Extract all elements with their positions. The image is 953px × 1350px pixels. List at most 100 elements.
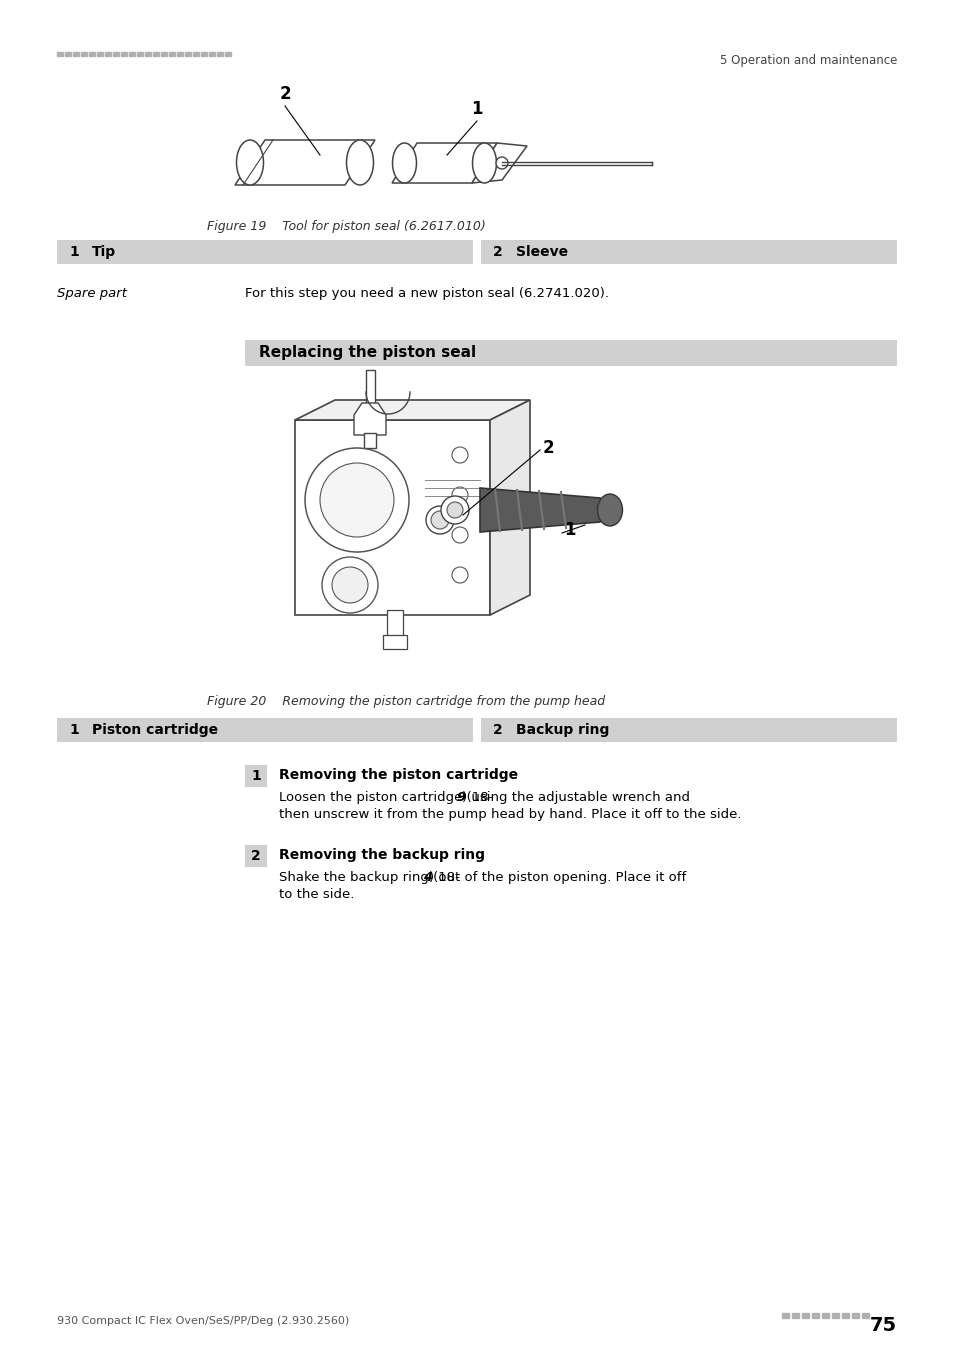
Text: 1: 1 <box>563 521 576 539</box>
Bar <box>97 53 103 55</box>
Text: Spare part: Spare part <box>57 288 127 300</box>
Circle shape <box>332 567 368 603</box>
Bar <box>480 718 896 743</box>
Bar <box>112 53 119 55</box>
Bar <box>145 53 151 55</box>
Bar <box>65 53 71 55</box>
Text: 1: 1 <box>69 724 79 737</box>
Circle shape <box>452 567 468 583</box>
Circle shape <box>305 448 409 552</box>
Bar <box>781 1314 788 1318</box>
Bar <box>480 240 896 265</box>
Bar <box>81 53 87 55</box>
Bar <box>851 1314 858 1318</box>
Text: 1: 1 <box>251 769 260 783</box>
Circle shape <box>452 526 468 543</box>
Bar <box>137 53 143 55</box>
Bar <box>57 240 473 265</box>
Bar <box>73 53 79 55</box>
Bar <box>201 53 207 55</box>
Bar <box>841 1314 848 1318</box>
Bar <box>225 53 231 55</box>
Polygon shape <box>472 143 526 184</box>
Text: 2: 2 <box>493 724 502 737</box>
Text: 9: 9 <box>456 791 465 805</box>
Ellipse shape <box>472 143 496 184</box>
Bar <box>177 53 183 55</box>
Circle shape <box>322 558 377 613</box>
Text: then unscrew it from the pump head by hand. Place it off to the side.: then unscrew it from the pump head by ha… <box>278 809 740 821</box>
Bar <box>152 53 159 55</box>
Text: 5 Operation and maintenance: 5 Operation and maintenance <box>719 54 896 68</box>
Text: ) out of the piston opening. Place it off: ) out of the piston opening. Place it of… <box>429 871 685 884</box>
Ellipse shape <box>496 157 507 169</box>
Bar <box>89 53 95 55</box>
Text: Shake the backup ring (18-: Shake the backup ring (18- <box>278 871 459 884</box>
Text: 2: 2 <box>493 244 502 259</box>
Bar <box>831 1314 838 1318</box>
Circle shape <box>319 463 394 537</box>
Bar <box>862 1314 868 1318</box>
Circle shape <box>431 512 449 529</box>
Bar <box>382 634 407 649</box>
Bar <box>811 1314 818 1318</box>
Bar <box>245 765 267 787</box>
Polygon shape <box>392 143 497 184</box>
Bar <box>193 53 199 55</box>
Text: 2: 2 <box>251 849 260 863</box>
Bar <box>57 53 63 55</box>
Text: Tip: Tip <box>91 244 116 259</box>
Bar <box>216 53 223 55</box>
Text: 1: 1 <box>471 100 482 117</box>
Ellipse shape <box>236 140 263 185</box>
Text: Figure 19    Tool for piston seal (6.2617.010): Figure 19 Tool for piston seal (6.2617.0… <box>207 220 485 234</box>
Text: Figure 20    Removing the piston cartridge from the pump head: Figure 20 Removing the piston cartridge … <box>207 695 604 707</box>
Text: Removing the piston cartridge: Removing the piston cartridge <box>278 768 517 782</box>
Text: 4: 4 <box>423 871 432 884</box>
Circle shape <box>440 495 469 524</box>
Bar <box>294 420 490 616</box>
Bar <box>245 340 896 366</box>
Text: 930 Compact IC Flex Oven/SeS/PP/Deg (2.930.2560): 930 Compact IC Flex Oven/SeS/PP/Deg (2.9… <box>57 1316 349 1326</box>
Text: Backup ring: Backup ring <box>516 724 609 737</box>
Text: For this step you need a new piston seal (6.2741.020).: For this step you need a new piston seal… <box>245 288 608 300</box>
Text: Sleeve: Sleeve <box>516 244 568 259</box>
Circle shape <box>447 502 462 518</box>
Bar <box>121 53 127 55</box>
Text: 2: 2 <box>279 85 291 103</box>
Text: Piston cartridge: Piston cartridge <box>91 724 218 737</box>
Bar <box>801 1314 808 1318</box>
Polygon shape <box>354 404 386 435</box>
Bar <box>129 53 135 55</box>
Bar <box>245 845 267 867</box>
Bar <box>364 433 375 448</box>
Text: 75: 75 <box>869 1316 896 1335</box>
Text: to the side.: to the side. <box>278 888 354 900</box>
Text: Removing the backup ring: Removing the backup ring <box>278 848 484 863</box>
Bar <box>366 370 375 410</box>
Circle shape <box>452 447 468 463</box>
Bar <box>105 53 111 55</box>
Ellipse shape <box>597 494 622 526</box>
Bar <box>161 53 167 55</box>
Bar <box>821 1314 828 1318</box>
Text: 1: 1 <box>69 244 79 259</box>
Circle shape <box>426 506 454 535</box>
Polygon shape <box>490 400 530 616</box>
Bar <box>185 53 191 55</box>
Ellipse shape <box>346 140 374 185</box>
Text: ) using the adjustable wrench and: ) using the adjustable wrench and <box>461 791 689 805</box>
Bar <box>57 718 473 743</box>
Polygon shape <box>294 400 530 420</box>
Ellipse shape <box>392 143 416 184</box>
Polygon shape <box>234 140 375 185</box>
Circle shape <box>452 487 468 504</box>
Bar <box>387 610 402 640</box>
Text: 2: 2 <box>541 439 554 458</box>
Bar <box>169 53 174 55</box>
Text: Loosen the piston cartridge (18-: Loosen the piston cartridge (18- <box>278 791 493 805</box>
Polygon shape <box>479 487 615 532</box>
Bar <box>209 53 214 55</box>
Bar <box>791 1314 799 1318</box>
Text: Replacing the piston seal: Replacing the piston seal <box>258 346 476 360</box>
